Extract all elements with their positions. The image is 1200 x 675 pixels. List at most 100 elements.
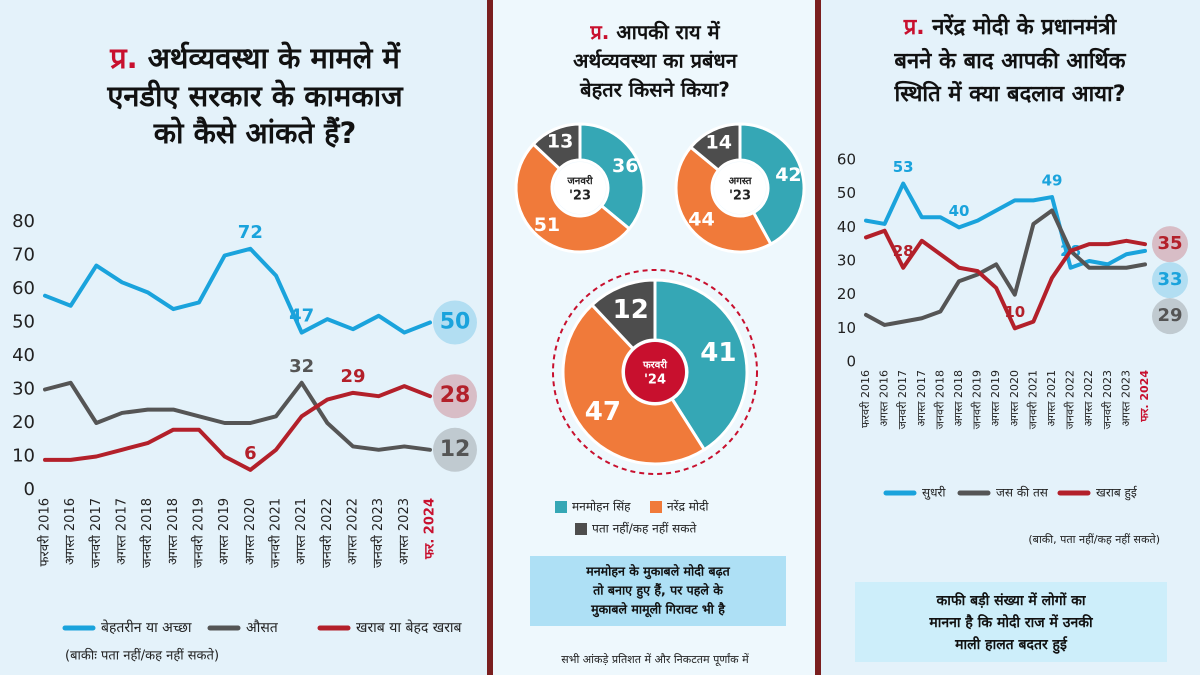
title-line: आपकी राय में [616, 20, 720, 44]
title-prefix: प्र. [903, 15, 925, 40]
legend-label: खराब या बेहद खराब [356, 619, 463, 636]
chart-title: प्र. नरेंद्र मोदी के प्रधानमंत्री [903, 13, 1118, 40]
donut-segment [561, 302, 707, 466]
x-tick-label: अगस्त 2020 [1008, 370, 1021, 427]
x-tick-label: जनवरी 2018 [139, 498, 155, 568]
footnote: सभी आंकड़े प्रतिशत में और निकटतम पूर्णां… [561, 653, 749, 667]
x-tick-label: जनवरी 2022 [319, 498, 335, 568]
title-line: नरेंद्र मोदी के प्रधानमंत्री [931, 13, 1117, 40]
chart-title: प्र. अर्थव्यवस्था के मामले में [109, 41, 401, 75]
end-value-label: 50 [440, 310, 471, 335]
donut-center-label: '24 [644, 373, 666, 388]
donut-center [714, 162, 766, 214]
x-tick-label: अगस्त 2017 [915, 370, 928, 427]
y-tick-label: 40 [12, 345, 35, 366]
legend-swatch [575, 523, 587, 535]
x-tick-label: अगस्त 2018 [166, 498, 181, 565]
x-tick-label: फर. 2024 [1138, 370, 1151, 423]
x-tick-label: जनवरी 2019 [971, 370, 984, 429]
x-tick-label: अगस्त 2023 [1119, 370, 1132, 427]
segment-label: 42 [775, 164, 801, 186]
segment-label: 44 [688, 208, 714, 230]
segment-label: 41 [700, 338, 736, 368]
x-tick-label: फरवरी 2016 [859, 370, 872, 428]
x-tick-label: अगस्त 2016 [878, 370, 891, 427]
x-tick-label: जनवरी 2022 [1064, 370, 1077, 429]
end-value-label: 33 [1157, 269, 1182, 290]
series-line [864, 208, 1147, 327]
end-bubble [433, 374, 477, 419]
y-tick-label: 20 [837, 285, 856, 303]
end-bubble [1152, 262, 1188, 299]
data-label: 53 [893, 158, 914, 176]
title-prefix: प्र. [109, 41, 138, 75]
y-tick-label: 0 [24, 479, 35, 500]
legend-label: बेहतरीन या अच्छा [101, 619, 192, 636]
title-line: अर्थव्यवस्था का प्रबंधन [573, 49, 738, 73]
y-tick-label: 40 [837, 218, 856, 236]
x-tick-label: अगस्त 2019 [989, 370, 1002, 427]
segment-label: 51 [534, 214, 560, 236]
y-tick-label: 20 [12, 412, 35, 433]
legend-label: सुधरी [922, 486, 946, 501]
x-tick-label: अगस्त 2020 [243, 498, 258, 565]
donut-segment [531, 122, 582, 171]
note-line: काफी बड़ी संख्या में लोगों का [935, 592, 1086, 609]
note-line: मुकाबले मामूली गिरावट भी है [590, 602, 726, 618]
note-line: मनमोहन के मुकाबले मोदी बढ़त [585, 564, 730, 580]
x-tick-label: जनवरी 2023 [370, 498, 386, 568]
data-label: 6 [244, 443, 257, 464]
legend-swatch [650, 501, 662, 513]
x-tick-label: जनवरी 2023 [1101, 370, 1114, 429]
end-value-label: 28 [440, 383, 471, 408]
series-line [43, 246, 432, 335]
donut-segment [688, 122, 742, 173]
y-tick-label: 70 [12, 245, 35, 266]
data-label: 32 [289, 356, 314, 377]
series-line [43, 380, 432, 452]
end-value-label: 29 [1157, 305, 1182, 326]
data-label: 40 [949, 202, 970, 220]
data-label: 49 [1042, 172, 1063, 190]
donut-center [554, 162, 606, 214]
note-line: माली हालत बदतर हुई [954, 636, 1068, 654]
x-tick-label: फर. 2024 [423, 498, 438, 560]
y-tick-label: 30 [12, 379, 35, 400]
x-tick-label: जनवरी 2021 [268, 498, 284, 568]
note-box [530, 556, 786, 626]
segment-label: 12 [613, 295, 649, 325]
y-tick-label: 60 [12, 278, 35, 299]
end-bubble [1152, 298, 1188, 335]
x-tick-label: अगस्त 2019 [217, 498, 232, 565]
legend-label: जस की तस [996, 486, 1049, 500]
y-tick-label: 0 [846, 353, 856, 371]
donut-center-label: फरवरी [642, 358, 667, 371]
data-label: 28 [893, 242, 914, 260]
title-line: बेहतर किसने किया? [579, 78, 730, 102]
data-label: 10 [1004, 303, 1025, 321]
y-tick-label: 50 [837, 184, 856, 202]
donut-segment [674, 145, 773, 254]
legend-label: पता नहीं/कह नहीं सकते [592, 522, 697, 536]
segment-label: 13 [547, 131, 573, 153]
series-line [864, 228, 1147, 331]
note-box [855, 582, 1167, 662]
y-tick-label: 50 [12, 312, 35, 333]
y-tick-label: 10 [837, 319, 856, 337]
x-tick-label: जनवरी 2017 [88, 498, 104, 568]
y-tick-label: 60 [837, 151, 856, 169]
segment-label: 47 [585, 397, 621, 427]
donut-center-label: अगस्त [729, 176, 753, 187]
x-tick-label: फरवरी 2016 [37, 498, 53, 566]
title-line: बनने के बाद आपकी आर्थिक [893, 47, 1126, 74]
title-line: को कैसे आंकते हैं? [153, 116, 357, 150]
title-line: एनडीए सरकार के कामकाज [106, 79, 404, 113]
data-label: 47 [289, 306, 314, 327]
title-prefix: प्र. [589, 20, 609, 44]
donut-segment [578, 122, 646, 231]
legend-label: औसत [246, 619, 279, 636]
segment-label: 36 [612, 155, 638, 177]
x-tick-label: अगस्त 2022 [346, 498, 361, 565]
note: (बाकीः पता नहीं/कह नहीं सकते) [65, 648, 219, 664]
